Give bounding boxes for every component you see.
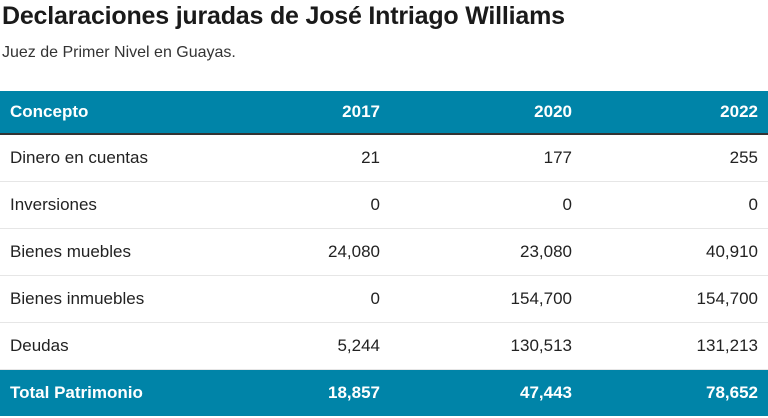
header-2022[interactable]: 2022 — [582, 91, 768, 135]
cell-value: 18,857 — [190, 369, 390, 416]
subtitle: Juez de Primer Nivel en Guayas. — [2, 44, 236, 61]
row-label: Bienes muebles — [0, 228, 190, 276]
table-row: Inversiones 0 0 0 — [0, 181, 768, 229]
cell-value: 131,213 — [582, 322, 768, 370]
cell-value: 0 — [190, 181, 390, 229]
total-row: Total Patrimonio 18,857 47,443 78,652 — [0, 369, 768, 416]
cell-value: 177 — [390, 134, 582, 182]
table-row: Deudas 5,244 130,513 131,213 — [0, 322, 768, 370]
header-2020[interactable]: 2020 — [390, 91, 582, 135]
row-label: Dinero en cuentas — [0, 134, 190, 182]
header-concepto[interactable]: Concepto — [0, 91, 190, 135]
cell-value: 21 — [190, 134, 390, 182]
header-row: Concepto 2017 2020 2022 — [0, 91, 768, 135]
table-row: Bienes inmuebles 0 154,700 154,700 — [0, 275, 768, 323]
cell-value: 154,700 — [390, 275, 582, 323]
cell-value: 0 — [190, 275, 390, 323]
row-label: Deudas — [0, 322, 190, 370]
row-label: Bienes inmuebles — [0, 275, 190, 323]
cell-value: 47,443 — [390, 369, 582, 416]
cell-value: 255 — [582, 134, 768, 182]
cell-value: 0 — [390, 181, 582, 229]
cell-value: 130,513 — [390, 322, 582, 370]
cell-value: 0 — [582, 181, 768, 229]
cell-value: 5,244 — [190, 322, 390, 370]
table-row: Dinero en cuentas 21 177 255 — [0, 134, 768, 182]
cell-value: 40,910 — [582, 228, 768, 276]
cell-value: 24,080 — [190, 228, 390, 276]
row-label: Inversiones — [0, 181, 190, 229]
header-2017[interactable]: 2017 — [190, 91, 390, 135]
cell-value: 23,080 — [390, 228, 582, 276]
page-title: Declaraciones juradas de José Intriago W… — [2, 2, 565, 30]
row-label: Total Patrimonio — [0, 369, 190, 416]
table-row: Bienes muebles 24,080 23,080 40,910 — [0, 228, 768, 276]
cell-value: 154,700 — [582, 275, 768, 323]
cell-value: 78,652 — [582, 369, 768, 416]
declarations-table: Concepto 2017 2020 2022 Dinero en cuenta… — [0, 91, 768, 416]
